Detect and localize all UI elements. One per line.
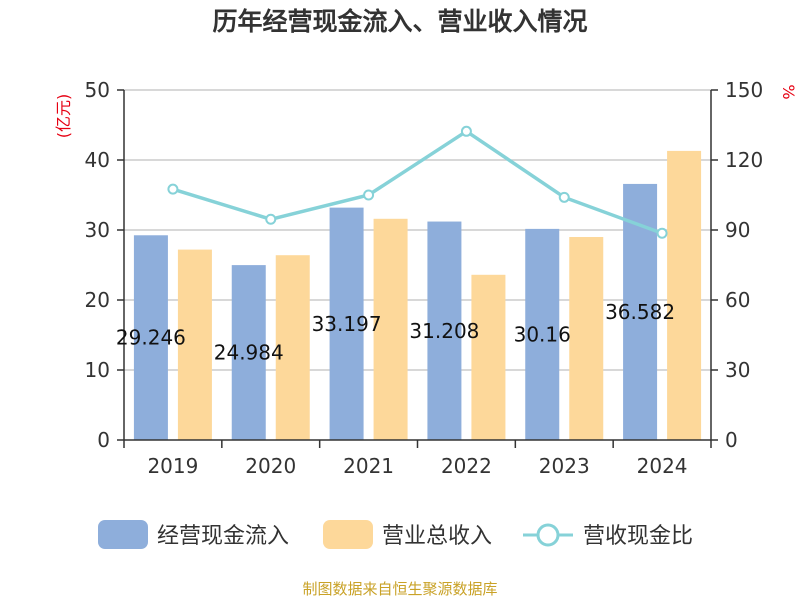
grid-lines — [124, 89, 711, 371]
right-axis-unit: % — [779, 84, 798, 99]
right-tick-label: 60 — [725, 288, 750, 312]
legend-label-cash-inflow: 经营现金流入 — [157, 524, 289, 549]
x-tick-label: 2024 — [637, 454, 688, 478]
x-tick-label: 2019 — [147, 454, 198, 478]
legend-label-ratio: 营收现金比 — [583, 524, 693, 549]
bar-revenue[interactable] — [373, 218, 408, 440]
right-tick-label: 120 — [725, 148, 763, 172]
legend-label-revenue: 营业总收入 — [382, 524, 492, 549]
source-note: 制图数据来自恒生聚源数据库 — [302, 580, 497, 598]
bar-revenue[interactable] — [667, 150, 702, 440]
legend-item-ratio[interactable]: 营收现金比 — [523, 523, 693, 549]
chart-title: 历年经营现金流入、营业收入情况 — [212, 7, 587, 36]
right-tick-label: 150 — [725, 78, 763, 102]
left-tick-label: 10 — [85, 358, 110, 382]
bar-cash-inflow[interactable] — [231, 265, 266, 440]
left-tick-label: 40 — [85, 148, 110, 172]
data-label: 33.197 — [312, 312, 382, 336]
left-axis-unit: (亿元) — [54, 94, 73, 139]
x-tick-label: 2021 — [343, 454, 394, 478]
data-label-layer: 29.246 24.984 33.197 31.208 30.16 36.582 — [116, 300, 675, 365]
bar-revenue[interactable] — [275, 255, 310, 440]
legend-swatch-cash-inflow — [98, 520, 148, 549]
bar-cash-inflow[interactable] — [427, 221, 462, 440]
left-tick-label: 20 — [85, 288, 110, 312]
left-tick-label: 0 — [97, 428, 110, 452]
x-tick-label: 2022 — [441, 454, 492, 478]
ratio-point[interactable] — [363, 189, 375, 201]
ratio-point[interactable] — [167, 183, 179, 195]
x-tick-label: 2023 — [539, 454, 590, 478]
ratio-point[interactable] — [656, 227, 668, 239]
x-tick-label: 2020 — [245, 454, 296, 478]
bar-revenue[interactable] — [569, 237, 604, 440]
legend-item-cash-inflow[interactable]: 经营现金流入 — [98, 520, 289, 549]
data-label: 24.984 — [214, 341, 284, 365]
data-label: 29.246 — [116, 326, 186, 350]
data-label: 31.208 — [409, 319, 479, 343]
bar-revenue[interactable] — [471, 274, 506, 440]
left-tick-label: 30 — [85, 218, 110, 242]
bar-cash-inflow[interactable] — [329, 207, 364, 440]
ratio-point[interactable] — [460, 125, 472, 137]
ratio-line-layer — [167, 125, 668, 239]
bar-layer — [133, 150, 702, 440]
ratio-line — [172, 129, 663, 235]
right-tick-label: 90 — [725, 218, 750, 242]
right-tick-label: 30 — [725, 358, 750, 382]
bar-cash-inflow[interactable] — [133, 235, 168, 440]
ratio-point[interactable] — [265, 213, 277, 225]
data-label: 36.582 — [605, 300, 675, 324]
legend-swatch-revenue — [323, 520, 373, 549]
right-tick-label: 0 — [725, 428, 738, 452]
legend: 经营现金流入 营业总收入 营收现金比 — [98, 520, 693, 549]
left-tick-label: 50 — [85, 78, 110, 102]
legend-item-revenue[interactable]: 营业总收入 — [323, 520, 492, 549]
legend-marker-ratio — [536, 523, 560, 547]
bar-revenue[interactable] — [177, 249, 212, 440]
data-label: 30.16 — [514, 322, 571, 346]
axes: 0 10 20 30 40 50 0 30 60 90 120 150 2019 2020 2021 2022… — [85, 78, 764, 478]
ratio-point[interactable] — [558, 191, 570, 203]
bar-cash-inflow[interactable] — [525, 228, 560, 440]
